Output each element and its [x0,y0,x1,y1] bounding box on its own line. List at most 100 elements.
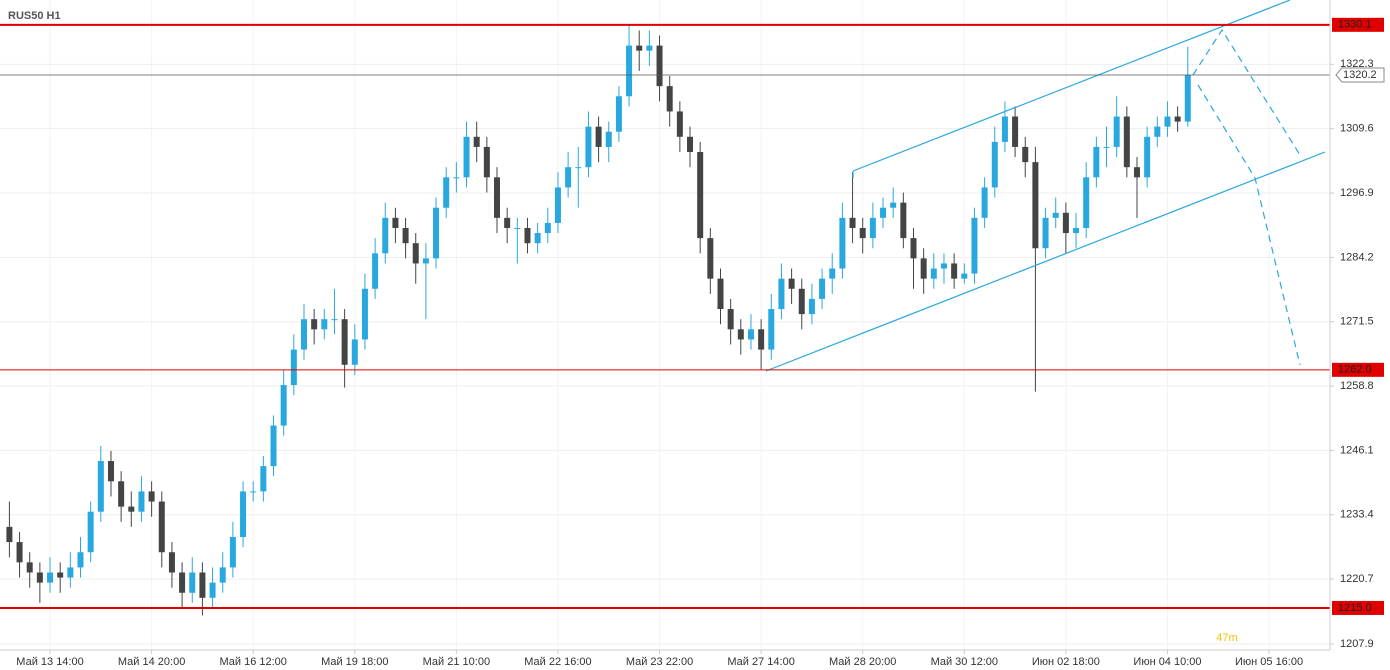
candle-body [544,222,551,234]
candle-body [930,268,937,279]
candle-body [636,45,643,51]
candle-body [687,136,694,152]
candle-body [128,506,135,512]
candle-body [118,481,125,507]
candle-body [270,425,277,467]
candle-body [900,202,907,239]
candle-body [646,45,653,51]
candle-body [697,151,704,239]
candle-body [189,572,196,593]
candle-body [758,329,765,350]
y-tick-label: 1246.1 [1340,444,1374,456]
projection-upper [1192,28,1301,156]
x-tick-label: Май 22 16:00 [524,656,591,668]
y-tick-label: 1322.3 [1340,58,1374,70]
candle-body [585,126,592,168]
y-tick-label: 1309.6 [1340,123,1374,135]
candle-body [179,572,186,593]
last-price-label: 1320.2 [1343,69,1377,81]
candle-body [199,572,206,598]
candle-body [1133,167,1140,178]
candle-body [473,136,480,147]
channel-upper [852,0,1291,172]
y-tick-label: 1207.9 [1340,638,1374,650]
candle-body [778,278,785,310]
candle-body [443,177,450,208]
candle-body [158,501,165,553]
candle-body [209,582,216,598]
candle-body [666,86,673,112]
x-tick-label: Май 27 14:00 [727,656,794,668]
candle-body [951,263,958,279]
candle-body [1032,162,1039,249]
candle-body [402,227,409,244]
candle-body [260,466,267,492]
candle-body [565,167,572,188]
candle-body [361,288,368,340]
level-label: 1330.1 [1338,19,1372,31]
candle-body [341,319,348,365]
candle-body [1083,177,1090,228]
y-tick-label: 1258.8 [1340,380,1374,392]
overlays: 1330.1 1262.0 1215.0 1320.2 [0,17,1385,615]
candle-body [676,111,683,137]
candle-body [554,187,561,223]
candle-body [392,217,399,228]
candle-body [6,526,13,543]
candle-body [890,202,897,208]
candle-body [961,273,968,279]
candle-body [727,309,734,330]
candle-body [595,126,602,147]
candle-body [382,217,389,254]
candle-body [1001,116,1008,142]
candle-body [615,96,622,132]
candle-body [534,233,541,244]
candle-body [1113,116,1120,147]
candle-body [36,572,43,583]
candle-body [1164,116,1171,127]
candle-body [1174,116,1181,122]
x-tick-label: Июн 04 10:00 [1133,656,1201,668]
candle-body [575,167,582,169]
candle-body [707,238,714,279]
candle-body [859,227,866,239]
candle-body [869,217,876,239]
candle-body [1093,146,1100,178]
x-tick-label: Июн 02 18:00 [1032,656,1100,668]
candle-body [788,278,795,289]
x-tick-label: Май 30 12:00 [931,656,998,668]
candle-body [971,217,978,274]
candle-body [717,278,724,310]
candle-body [880,207,887,218]
grid [0,0,1330,650]
level-tag [1332,362,1384,377]
candle-body [1103,146,1110,148]
candle-body [849,217,856,228]
candle-body [351,339,358,365]
candle-body [1042,217,1049,249]
candle-body [504,217,511,228]
x-tick-label: Май 16 12:00 [219,656,286,668]
candle-body [87,511,94,553]
candle-body [453,177,460,179]
candle-body [1012,116,1019,147]
candle-body [494,177,501,218]
candle-body [910,238,917,259]
candle-body [331,319,338,321]
candle-body [524,227,531,244]
candle-body [747,329,754,340]
candle-body [250,491,257,493]
candle-body [168,552,175,573]
level-label: 1262.0 [1338,364,1372,376]
candle-body [483,146,490,178]
candle-body [16,542,23,563]
candle-body [229,537,236,568]
candle-body [422,258,429,264]
candle-body [77,552,84,568]
candle-body [97,461,104,512]
candle-body [626,45,633,97]
candle-body [372,253,379,289]
candle-body [138,491,145,512]
candle-body [839,217,846,269]
candle-body [47,572,54,583]
